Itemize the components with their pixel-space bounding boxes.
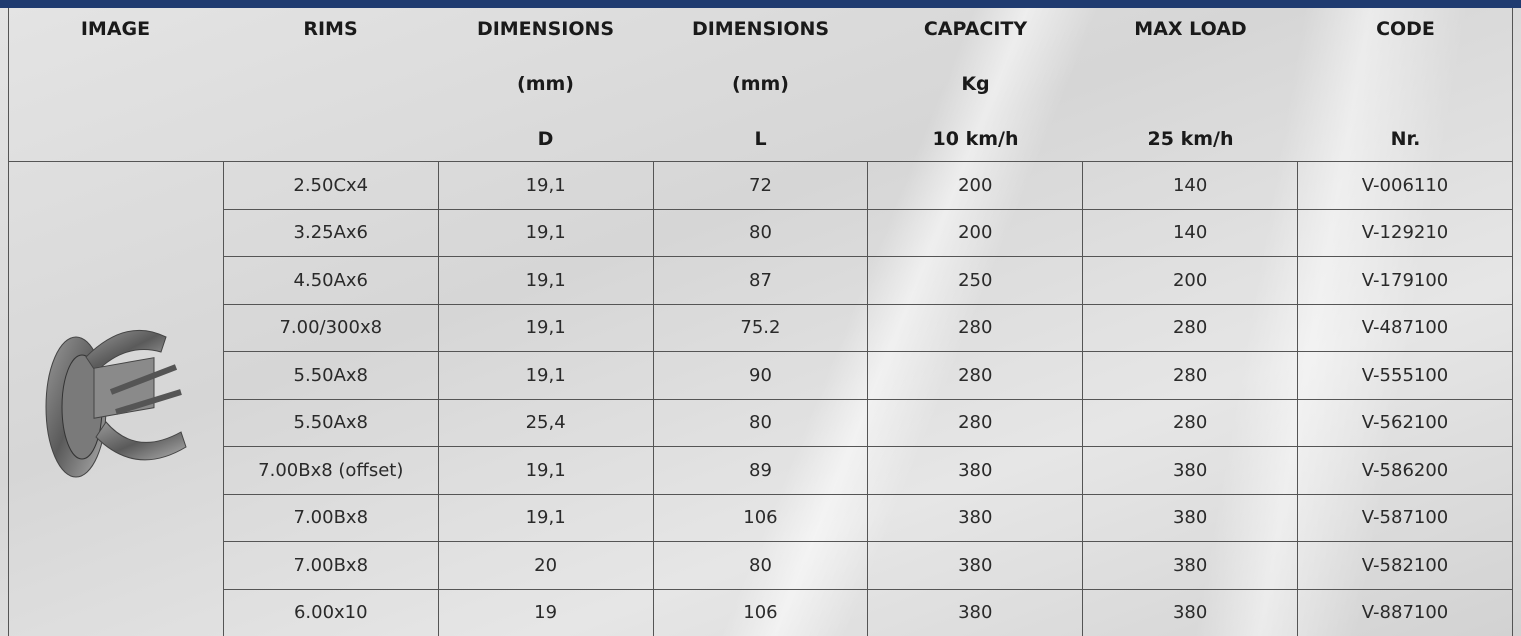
- header-cell: RIMS: [223, 8, 438, 161]
- table-cell: 19,1: [438, 257, 653, 305]
- header-text: Nr.: [1298, 128, 1513, 150]
- table-cell: 140: [1083, 209, 1298, 257]
- header-text: CODE: [1298, 18, 1513, 40]
- table-cell: 80: [653, 399, 868, 447]
- table-cell: V-129210: [1298, 209, 1513, 257]
- header-text: 25 km/h: [1083, 128, 1298, 150]
- header-text: IMAGE: [8, 18, 223, 40]
- top-bar: [0, 0, 1521, 8]
- header-text: DIMENSIONS: [438, 18, 653, 40]
- header-text: Kg: [868, 73, 1083, 95]
- table-cell: 19,1: [438, 304, 653, 352]
- table-cell: 380: [1083, 542, 1298, 590]
- header-cell: CAPACITY Kg 10 km/h: [868, 8, 1083, 161]
- table-cell: 90: [653, 352, 868, 400]
- header-cell: CODE Nr.: [1298, 8, 1513, 161]
- page: IMAGERIMSDIMENSIONS(mm)DDIMENSIONS(mm)LC…: [0, 0, 1521, 636]
- table-cell: 7.00/300x8: [223, 304, 438, 352]
- table-cell: 80: [653, 209, 868, 257]
- table-cell: 380: [1083, 447, 1298, 495]
- table-cell: 140: [1083, 162, 1298, 210]
- header-cell: DIMENSIONS (mm) D: [438, 8, 653, 161]
- header-text: 10 km/h: [868, 128, 1083, 150]
- header-cell: DIMENSIONS (mm) L: [653, 8, 868, 161]
- table-cell: 2.50Cx4: [223, 162, 438, 210]
- table-cell: 20: [438, 542, 653, 590]
- table-cell: V-562100: [1298, 399, 1513, 447]
- table-cell: 75.2: [653, 304, 868, 352]
- table-cell: 19,1: [438, 494, 653, 542]
- table-cell: 6.00x10: [223, 589, 438, 636]
- table-cell: 280: [868, 304, 1083, 352]
- table-cell: V-587100: [1298, 494, 1513, 542]
- table-cell: 72: [653, 162, 868, 210]
- header-text: D: [438, 128, 653, 150]
- table-cell: 380: [1083, 589, 1298, 636]
- table-cell: 280: [1083, 399, 1298, 447]
- table-cell: 380: [1083, 494, 1298, 542]
- table-cell: 106: [653, 589, 868, 636]
- table-cell: 380: [868, 542, 1083, 590]
- header-text: (mm): [653, 73, 868, 95]
- table-cell: V-179100: [1298, 257, 1513, 305]
- table-cell: V-555100: [1298, 352, 1513, 400]
- table-cell: 200: [868, 209, 1083, 257]
- table-cell: 7.00Bx8 (offset): [223, 447, 438, 495]
- table-cell: 3.25Ax6: [223, 209, 438, 257]
- header-text: CAPACITY: [868, 18, 1083, 40]
- table-cell: 25,4: [438, 399, 653, 447]
- table-cell: 280: [1083, 304, 1298, 352]
- table-cell: V-582100: [1298, 542, 1513, 590]
- table-cell: 200: [1083, 257, 1298, 305]
- header-text: L: [653, 128, 868, 150]
- table-cell: 5.50Ax8: [223, 399, 438, 447]
- table-cell: V-887100: [1298, 589, 1513, 636]
- table-cell: 19,1: [438, 209, 653, 257]
- table-cell: 4.50Ax6: [223, 257, 438, 305]
- header-text: (mm): [438, 73, 653, 95]
- header-cell: MAX LOAD 25 km/h: [1083, 8, 1298, 161]
- table-cell: 19,1: [438, 447, 653, 495]
- table-cell: 5.50Ax8: [223, 352, 438, 400]
- table-cell: V-006110: [1298, 162, 1513, 210]
- table-cell: 80: [653, 542, 868, 590]
- header-text: MAX LOAD: [1083, 18, 1298, 40]
- table-cell: 380: [868, 589, 1083, 636]
- table-cell: V-487100: [1298, 304, 1513, 352]
- table-cell: 250: [868, 257, 1083, 305]
- table-cell: 280: [1083, 352, 1298, 400]
- header-text: RIMS: [223, 18, 438, 40]
- table-cell: 280: [868, 399, 1083, 447]
- image-cell: [9, 162, 224, 636]
- header-cell: IMAGE: [8, 8, 223, 161]
- table-cell: 200: [868, 162, 1083, 210]
- table-cell: 280: [868, 352, 1083, 400]
- table-cell: 87: [653, 257, 868, 305]
- table-cell: 89: [653, 447, 868, 495]
- table-cell: 106: [653, 494, 868, 542]
- table-cell: 19,1: [438, 162, 653, 210]
- table-cell: V-586200: [1298, 447, 1513, 495]
- table-cell: 380: [868, 494, 1083, 542]
- table-cell: 7.00Bx8: [223, 542, 438, 590]
- table-cell: 380: [868, 447, 1083, 495]
- table-cell: 19,1: [438, 352, 653, 400]
- header-text: DIMENSIONS: [653, 18, 868, 40]
- table-cell: 7.00Bx8: [223, 494, 438, 542]
- table-cell: 19: [438, 589, 653, 636]
- wheel-image: [16, 297, 216, 497]
